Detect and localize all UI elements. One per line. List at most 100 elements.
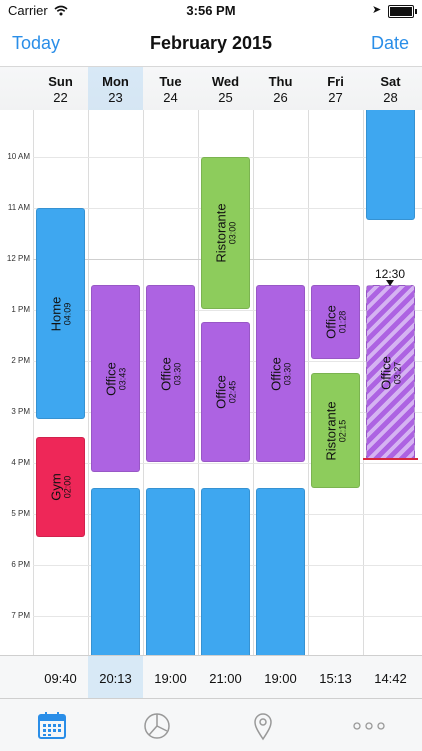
day-name: Tue [159, 74, 182, 89]
hour-label: 4 PM [11, 458, 30, 467]
hour-label: 2 PM [11, 356, 30, 365]
event-duration: 03:00 [226, 221, 237, 245]
event-title: Ristorante [212, 203, 228, 263]
event-block[interactable] [256, 488, 305, 655]
current-time-line [363, 458, 418, 460]
pie-chart-icon[interactable] [142, 711, 172, 741]
event-duration: 03:30 [281, 362, 292, 385]
daily-total: 21:00 [209, 671, 242, 686]
event-block[interactable]: Gym 02:00 [36, 437, 85, 537]
event-block[interactable]: Office 01:28 [311, 285, 360, 359]
day-column-thu[interactable]: Thu 26 [253, 74, 308, 105]
day-column-sun[interactable]: Sun 22 [33, 74, 88, 105]
hour-label: 3 PM [11, 407, 30, 416]
day-date: 23 [108, 90, 123, 105]
hour-label: 11 AM [7, 203, 30, 212]
location-pin-icon[interactable] [248, 711, 278, 741]
column-divider [308, 110, 309, 655]
event-title: Office [212, 375, 228, 409]
event-block[interactable]: Office 02:45 [201, 322, 250, 462]
event-block[interactable]: Home 04:09 [36, 208, 85, 419]
event-label: Office 03:30 [267, 356, 292, 391]
event-label: Ristorante 02:15 [322, 400, 347, 461]
page-title: February 2015 [149, 33, 273, 53]
day-name: Sat [380, 74, 401, 89]
current-time-arrow-icon [386, 280, 394, 286]
day-date: 24 [163, 90, 178, 105]
day-name: Fri [327, 74, 344, 89]
day-column-sat[interactable]: Sat 28 [363, 74, 418, 105]
event-block-in-progress[interactable]: Office 03:27 [366, 285, 415, 460]
event-label: Office 02:45 [212, 375, 237, 409]
day-name: Thu [268, 74, 293, 89]
event-label: Gym 02:00 [47, 473, 72, 501]
event-block[interactable]: Ristorante 03:00 [201, 157, 250, 309]
daily-total: 14:42 [374, 671, 407, 686]
more-icon[interactable] [352, 711, 386, 741]
column-divider [88, 110, 89, 655]
daily-totals-row: 09:40 20:13 19:00 21:00 19:00 15:13 14:4… [0, 655, 422, 699]
event-title: Home [47, 296, 63, 331]
day-column-fri[interactable]: Fri 27 [308, 74, 363, 105]
event-title: Office [157, 356, 173, 391]
day-name: Sun [48, 74, 73, 89]
event-block[interactable]: Office 03:43 [91, 285, 140, 472]
hour-label: 7 PM [11, 611, 30, 620]
event-title: Office [267, 356, 283, 391]
event-label: Ristorante 03:00 [212, 203, 237, 263]
hour-label: 12 PM [6, 254, 30, 263]
day-name: Mon [102, 74, 129, 89]
event-title: Ristorante [322, 400, 338, 461]
date-button[interactable]: Date [370, 33, 409, 53]
location-arrow-icon: ➤ [372, 4, 382, 16]
event-block[interactable]: Office 03:30 [146, 285, 195, 462]
day-date: 27 [328, 90, 343, 105]
event-block[interactable] [146, 488, 195, 655]
hour-label: 1 PM [11, 305, 30, 314]
current-time-label: 12:30 [374, 267, 406, 281]
event-block[interactable] [91, 488, 140, 655]
day-date: 28 [383, 90, 398, 105]
event-duration: 02:15 [336, 419, 347, 442]
column-divider [253, 110, 254, 655]
event-duration: 01:28 [336, 310, 347, 334]
hour-label: 5 PM [11, 509, 30, 518]
navigation-bar: Today February 2015 Date [0, 22, 422, 66]
day-date: 26 [273, 90, 288, 105]
status-bar: Carrier 3:56 PM ➤ [0, 0, 422, 22]
event-block[interactable] [366, 110, 415, 220]
event-label: Office 03:27 [378, 356, 402, 390]
day-date: 22 [53, 90, 68, 105]
week-grid[interactable]: 10 AM 11 AM 12 PM 1 PM 2 PM 3 PM 4 PM 5 … [0, 110, 422, 655]
hour-line [33, 463, 422, 464]
column-divider [33, 110, 34, 655]
column-divider [198, 110, 199, 655]
hour-label: 10 AM [7, 152, 30, 161]
day-name: Wed [211, 74, 240, 89]
event-duration: 03:43 [116, 367, 127, 390]
tab-bar [0, 698, 422, 751]
event-block[interactable]: Ristorante 02:15 [311, 373, 360, 488]
day-column-tue[interactable]: Tue 24 [143, 74, 198, 105]
event-label: Office 03:43 [102, 361, 127, 396]
daily-total: 19:00 [264, 671, 297, 686]
day-column-wed[interactable]: Wed 25 [198, 74, 253, 105]
day-column-mon[interactable]: Mon 23 [88, 67, 143, 111]
event-title: Office [102, 361, 118, 396]
event-block[interactable]: Office 03:30 [256, 285, 305, 462]
event-duration: 04:09 [61, 302, 72, 325]
event-label: Office 01:28 [323, 305, 347, 339]
today-button[interactable]: Today [12, 33, 61, 53]
calendar-icon[interactable] [37, 711, 67, 741]
battery-icon [388, 5, 417, 18]
carrier-label: Carrier [8, 3, 48, 18]
event-label: Home 04:09 [47, 296, 72, 331]
daily-total: 09:40 [44, 671, 77, 686]
daily-total: 20:13 [88, 656, 143, 699]
event-duration: 03:27 [391, 361, 402, 384]
event-label: Office 03:30 [157, 356, 182, 391]
event-title: Gym [47, 473, 63, 501]
event-duration: 03:30 [171, 362, 182, 385]
event-block[interactable] [201, 488, 250, 655]
event-duration: 02:00 [61, 475, 72, 499]
